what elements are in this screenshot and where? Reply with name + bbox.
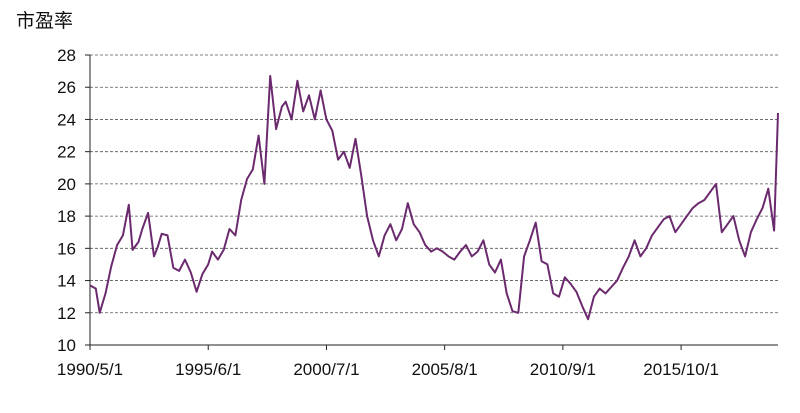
- x-tick-label: 2010/9/1: [530, 360, 596, 379]
- x-tick-label: 1995/6/1: [175, 360, 241, 379]
- y-tick-label: 18: [57, 207, 76, 226]
- y-tick-label: 12: [57, 304, 76, 323]
- y-tick-label: 26: [57, 78, 76, 97]
- y-axis-title: 市盈率: [16, 10, 74, 32]
- y-tick-label: 10: [57, 336, 76, 355]
- gridlines: [90, 54, 778, 314]
- y-tick-label: 24: [57, 110, 76, 129]
- y-tick-label: 16: [57, 239, 76, 258]
- x-tick-label: 2015/10/1: [643, 360, 719, 379]
- y-tick-label: 28: [57, 46, 76, 65]
- y-tick-label: 14: [57, 272, 76, 291]
- y-tick-label: 20: [57, 175, 76, 194]
- axes: [85, 54, 778, 350]
- x-tick-labels: 1990/5/1 1995/6/1 2000/7/1 2005/8/1 2010/9/1…: [57, 360, 719, 379]
- x-tick-label: 2005/8/1: [412, 360, 478, 379]
- x-tick-label: 2000/7/1: [293, 360, 359, 379]
- y-tick-labels: 10 12 14 16 18 20 22 24 26 28: [57, 46, 76, 355]
- series-line: [89, 74, 779, 321]
- x-tick-label: 1990/5/1: [57, 360, 123, 379]
- y-tick-label: 22: [57, 143, 76, 162]
